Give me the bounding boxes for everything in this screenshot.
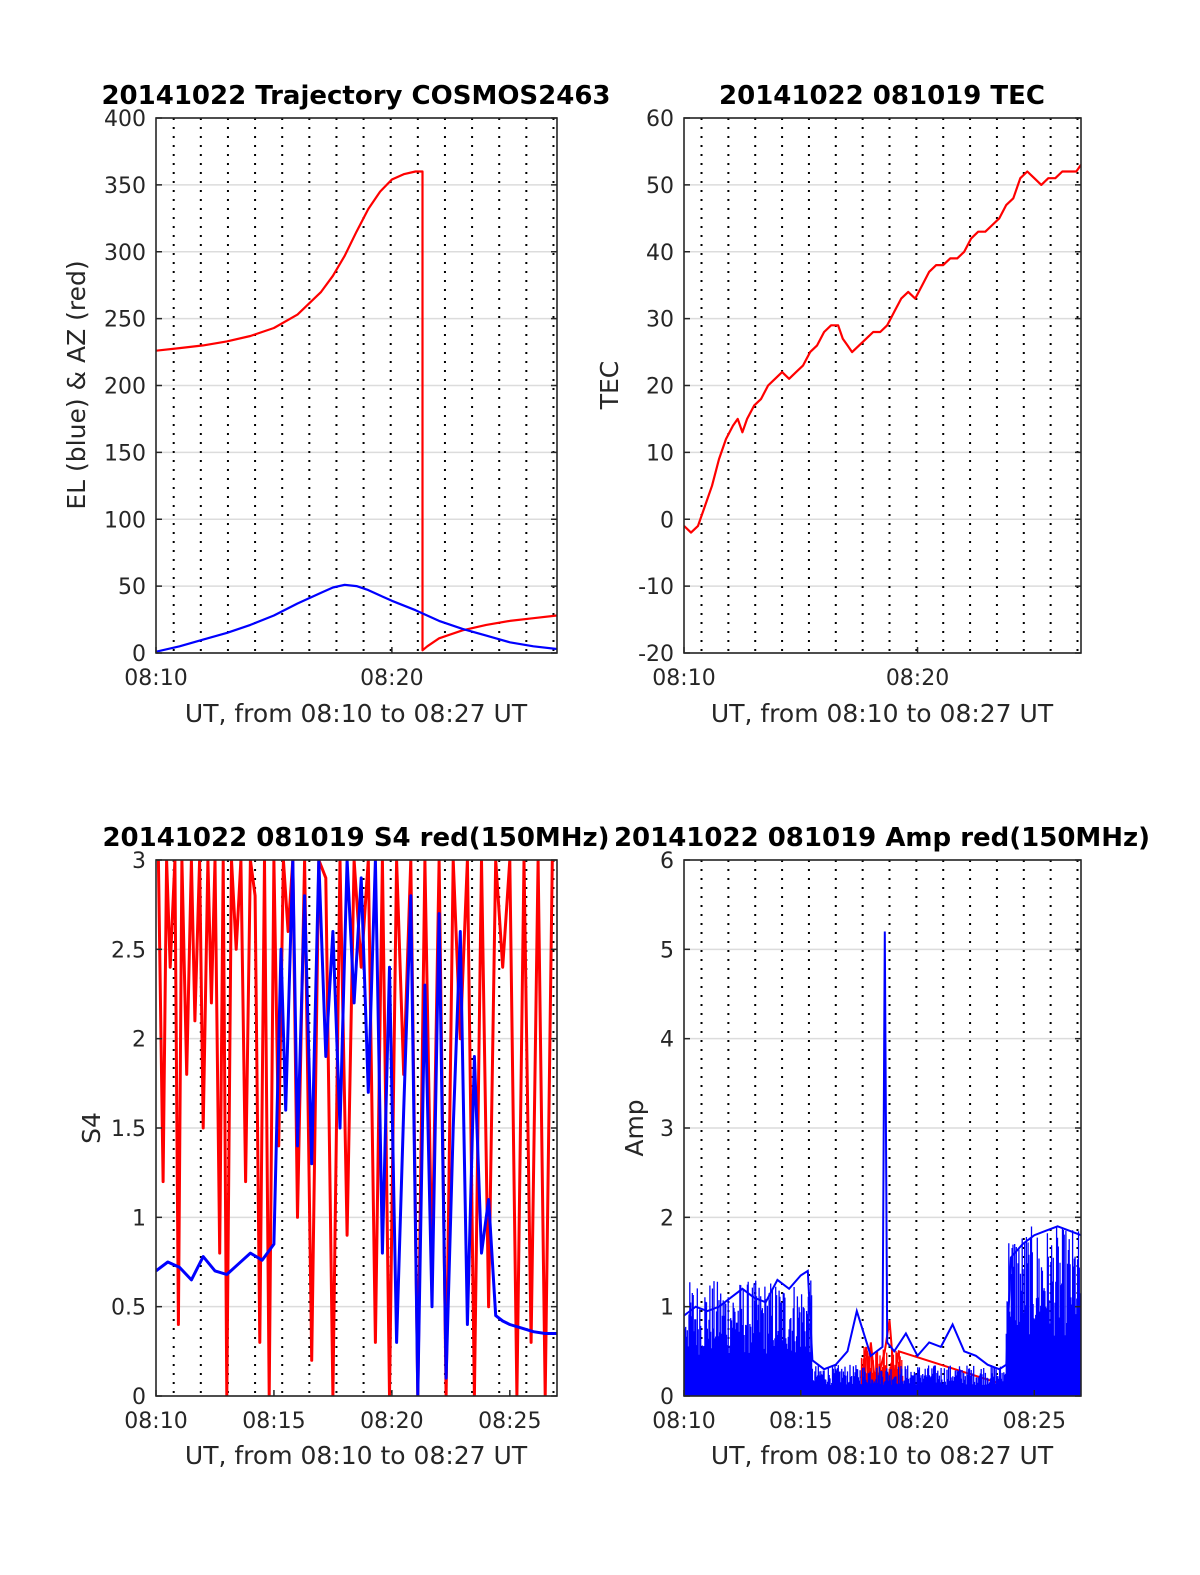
- amp-ytick-label: 6: [660, 849, 674, 874]
- tec-ytick-label: -20: [638, 642, 674, 667]
- traj-ytick-label: 300: [104, 241, 146, 266]
- traj-ytick-label: 0: [132, 642, 146, 667]
- traj-ytick-label: 250: [104, 308, 146, 333]
- traj-data-group: [156, 170, 557, 653]
- amp-ytick-label: 3: [660, 1117, 674, 1142]
- amp-plot-area: 0 1 2 3 4 5 6 08:10 08:15 08:20 08:25: [652, 849, 1082, 1434]
- amp-ytick-label: 0: [660, 1385, 674, 1410]
- traj-ytick-label: 50: [118, 575, 146, 600]
- traj-ytick-label: 150: [104, 441, 146, 466]
- traj-ytick-label: 100: [104, 508, 146, 533]
- traj-ytick-label: 200: [104, 375, 146, 400]
- tec-panel: 20141022 081019 TEC UT, from 08:10 to 08…: [595, 81, 1082, 728]
- amp-xtick-label: 08:15: [769, 1409, 832, 1434]
- amp-ytick-label: 1: [660, 1296, 674, 1321]
- traj-series-0-line: [156, 170, 557, 652]
- amp-data-group: [684, 931, 1081, 1396]
- tec-series-0-line: [684, 164, 1081, 534]
- tec-plot-area: -20 -10 0 10 20 30 40 50 60 08:10 08:20: [638, 107, 1082, 691]
- s4-title: 20141022 081019 S4 red(150MHz): [102, 823, 609, 853]
- tec-ytick-label: 50: [646, 174, 674, 199]
- tec-ylabel: TEC: [595, 361, 624, 411]
- amp-xtick-label: 08:10: [652, 1409, 715, 1434]
- s4-xtick-label: 08:10: [124, 1409, 187, 1434]
- traj-ytick-label: 400: [104, 107, 146, 132]
- tec-xtick-label: 08:20: [886, 666, 949, 691]
- trajectory-ylabel: EL (blue) & AZ (red): [62, 260, 91, 509]
- trajectory-plot-area: 0 50 100 150 200 250 300 350 400 08:10 08:20: [104, 107, 558, 691]
- s4-ytick-label: 0.5: [111, 1296, 146, 1321]
- amp-title: 20141022 081019 Amp red(150MHz): [614, 823, 1150, 853]
- trajectory-panel: 20141022 Trajectory COSMOS2463 UT, from …: [62, 81, 611, 728]
- tec-ytick-label: 40: [646, 241, 674, 266]
- tec-ytick-label: 60: [646, 107, 674, 132]
- s4-series-0-line: [156, 860, 554, 1396]
- s4-ytick-label: 1.5: [111, 1117, 146, 1142]
- s4-ytick-label: 0: [132, 1385, 146, 1410]
- tec-ytick-label: 20: [646, 375, 674, 400]
- s4-xtick-label: 08:20: [360, 1409, 423, 1434]
- tec-ytick-label: 10: [646, 441, 674, 466]
- s4-ytick-label: 2.5: [111, 938, 146, 963]
- s4-ytick-label: 2: [132, 1028, 146, 1053]
- amp-ytick-label: 4: [660, 1028, 674, 1053]
- s4-series-1-line: [156, 860, 557, 1396]
- tec-ytick-label: -10: [638, 575, 674, 600]
- s4-xtick-label: 08:15: [242, 1409, 305, 1434]
- s4-ytick-label: 1: [132, 1206, 146, 1231]
- traj-xtick-label: 08:20: [360, 666, 423, 691]
- s4-panel: 20141022 081019 S4 red(150MHz) UT, from …: [77, 823, 610, 1470]
- traj-series-1-line: [156, 583, 557, 653]
- trajectory-xlabel: UT, from 08:10 to 08:27 UT: [185, 699, 528, 728]
- tec-ytick-label: 0: [660, 508, 674, 533]
- traj-ytick-label: 350: [104, 174, 146, 199]
- amp-xtick-label: 08:25: [1003, 1409, 1066, 1434]
- amp-ylabel: Amp: [620, 1099, 649, 1156]
- s4-ylabel: S4: [77, 1112, 106, 1144]
- s4-data-group: [156, 860, 557, 1396]
- tec-ytick-label: 30: [646, 308, 674, 333]
- tec-xtick-label: 08:10: [652, 666, 715, 691]
- s4-ytick-label: 3: [132, 849, 146, 874]
- trajectory-title: 20141022 Trajectory COSMOS2463: [101, 81, 610, 111]
- amp-xtick-label: 08:20: [886, 1409, 949, 1434]
- amp-series-1-band: [684, 1226, 1081, 1396]
- tec-xlabel: UT, from 08:10 to 08:27 UT: [711, 699, 1054, 728]
- s4-xtick-label: 08:25: [478, 1409, 541, 1434]
- s4-xlabel: UT, from 08:10 to 08:27 UT: [185, 1441, 528, 1470]
- traj-xtick-label: 08:10: [124, 666, 187, 691]
- s4-plot-area: 0 0.5 1 1.5 2 2.5 3 08:10 08:15 08:20 08:25: [111, 849, 558, 1434]
- amp-ytick-label: 2: [660, 1206, 674, 1231]
- amp-xlabel: UT, from 08:10 to 08:27 UT: [711, 1441, 1054, 1470]
- tec-title: 20141022 081019 TEC: [719, 81, 1045, 111]
- tec-data-group: [684, 164, 1081, 534]
- amp-series-1-line: [684, 931, 1081, 1371]
- amp-panel: 20141022 081019 Amp red(150MHz) UT, from…: [614, 823, 1150, 1470]
- amp-ytick-label: 5: [660, 938, 674, 963]
